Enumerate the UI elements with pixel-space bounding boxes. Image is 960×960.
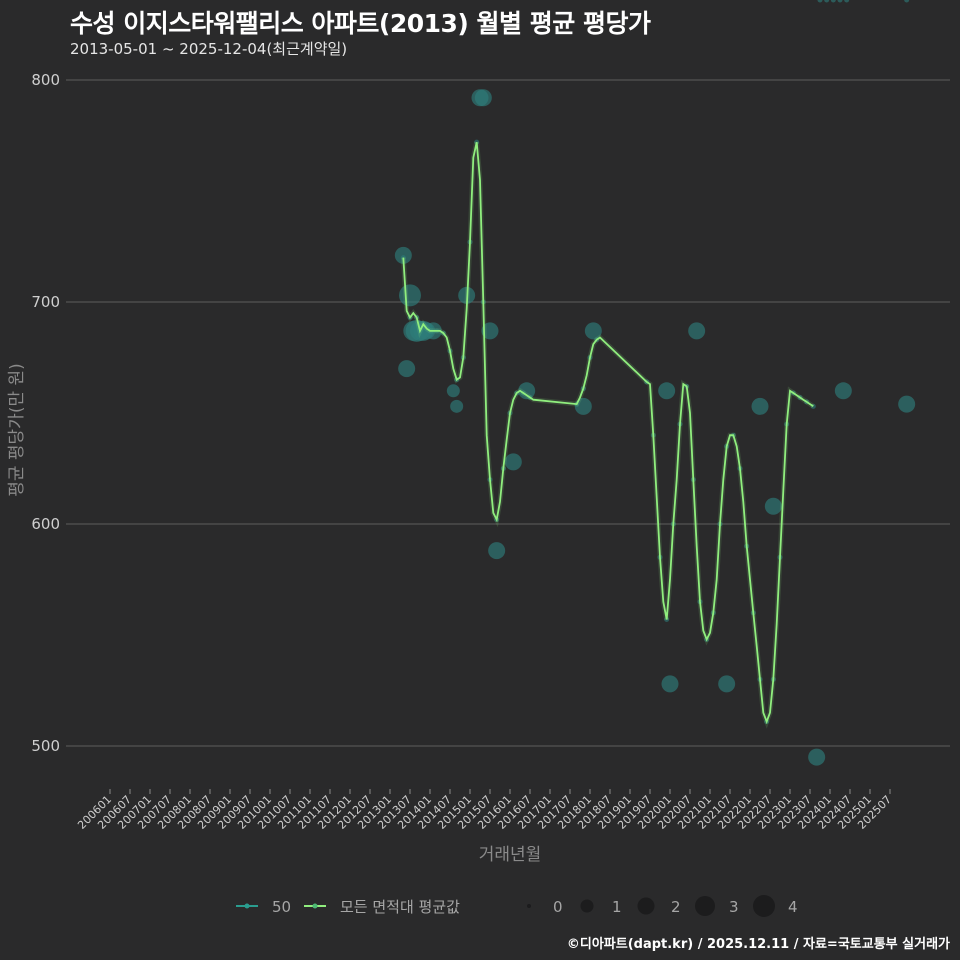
legend-item-50[interactable]: 50 (236, 898, 291, 916)
bubble-point (658, 382, 676, 400)
y-tick-label: 700 (31, 293, 60, 311)
bubble-point (504, 453, 522, 471)
size-1-icon (580, 899, 594, 913)
size-label-2: 2 (671, 898, 681, 916)
bubble-point (398, 360, 416, 378)
small-point (817, 0, 823, 3)
y-tick-label: 600 (31, 515, 60, 533)
bubble-point (488, 542, 506, 560)
size-2-icon (637, 897, 655, 915)
x-axis-title: 거래년월 (479, 845, 542, 865)
y-tick-label: 500 (31, 737, 60, 755)
legend-label-50: 50 (272, 898, 291, 916)
small-point (830, 0, 836, 3)
source-credit: ©디아파트(dapt.kr) / 2025.12.11 / 자료=국토교통부 실… (566, 937, 950, 952)
bubble-point (764, 497, 782, 515)
legend-item-all-areas[interactable]: 모든 면적대 평균값 (304, 898, 460, 916)
bubble-point (751, 397, 769, 415)
bubble-point (446, 384, 460, 398)
series-line-all-glow (400, 141, 815, 729)
legend-marker-50-icon (244, 903, 250, 909)
size-label-4: 4 (788, 898, 798, 916)
small-point (824, 0, 830, 3)
size-4-icon (753, 895, 775, 917)
y-axis-title: 평균 평당가(만 원) (7, 363, 27, 497)
x-axis: 2006012006072007012007072008012008072009… (75, 789, 894, 832)
y-axis: 500 600 700 800 (31, 71, 60, 755)
y-tick-label: 800 (31, 71, 60, 89)
size-0-icon (527, 904, 531, 908)
bubble-point (898, 395, 916, 413)
chart-subtitle: 2013-05-01 ~ 2025-12-04(최근계약일) (70, 40, 348, 58)
small-point (844, 0, 850, 3)
legend-size-scale: 0 1 2 3 4 (527, 895, 798, 917)
size-label-1: 1 (612, 898, 622, 916)
chart-title: 수성 이지스타워팰리스 아파트(2013) 월별 평균 평당가 (70, 9, 651, 38)
size-label-3: 3 (729, 898, 739, 916)
legend-label-all-areas: 모든 면적대 평균값 (340, 898, 460, 916)
bubble-point (481, 322, 499, 340)
size-label-0: 0 (553, 898, 563, 916)
bubble-point (808, 748, 826, 766)
bubble-point (450, 399, 464, 413)
bubble-point (574, 397, 592, 415)
series-line-all-areas (402, 142, 814, 725)
bubble-point (584, 322, 602, 340)
bubble-series-50 (394, 0, 916, 766)
bubble-point (834, 382, 852, 400)
legend: 50 모든 면적대 평균값 0 1 2 3 4 (236, 895, 798, 917)
small-point (904, 0, 910, 3)
legend-marker-all-icon (312, 903, 318, 909)
small-point (837, 0, 843, 3)
bubble-point (661, 675, 679, 693)
bubble-point (718, 675, 736, 693)
grid-lines (66, 79, 950, 747)
bubble-point (399, 284, 421, 307)
size-3-icon (695, 896, 715, 916)
bubble-point (474, 89, 492, 107)
bubble-point (688, 322, 706, 340)
